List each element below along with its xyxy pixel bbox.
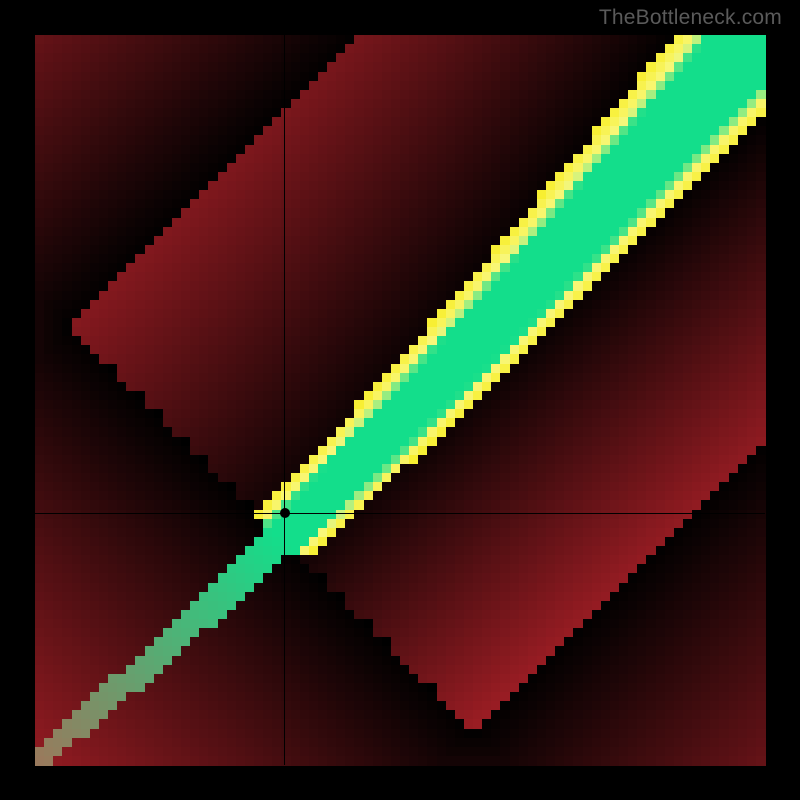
benchmark-marker-dot (280, 508, 290, 518)
crosshair-horizontal (35, 513, 765, 514)
bottleneck-heatmap (35, 35, 765, 765)
crosshair-vertical (284, 35, 285, 765)
chart-container: TheBottleneck.com (0, 0, 800, 800)
watermark-text: TheBottleneck.com (599, 6, 782, 30)
